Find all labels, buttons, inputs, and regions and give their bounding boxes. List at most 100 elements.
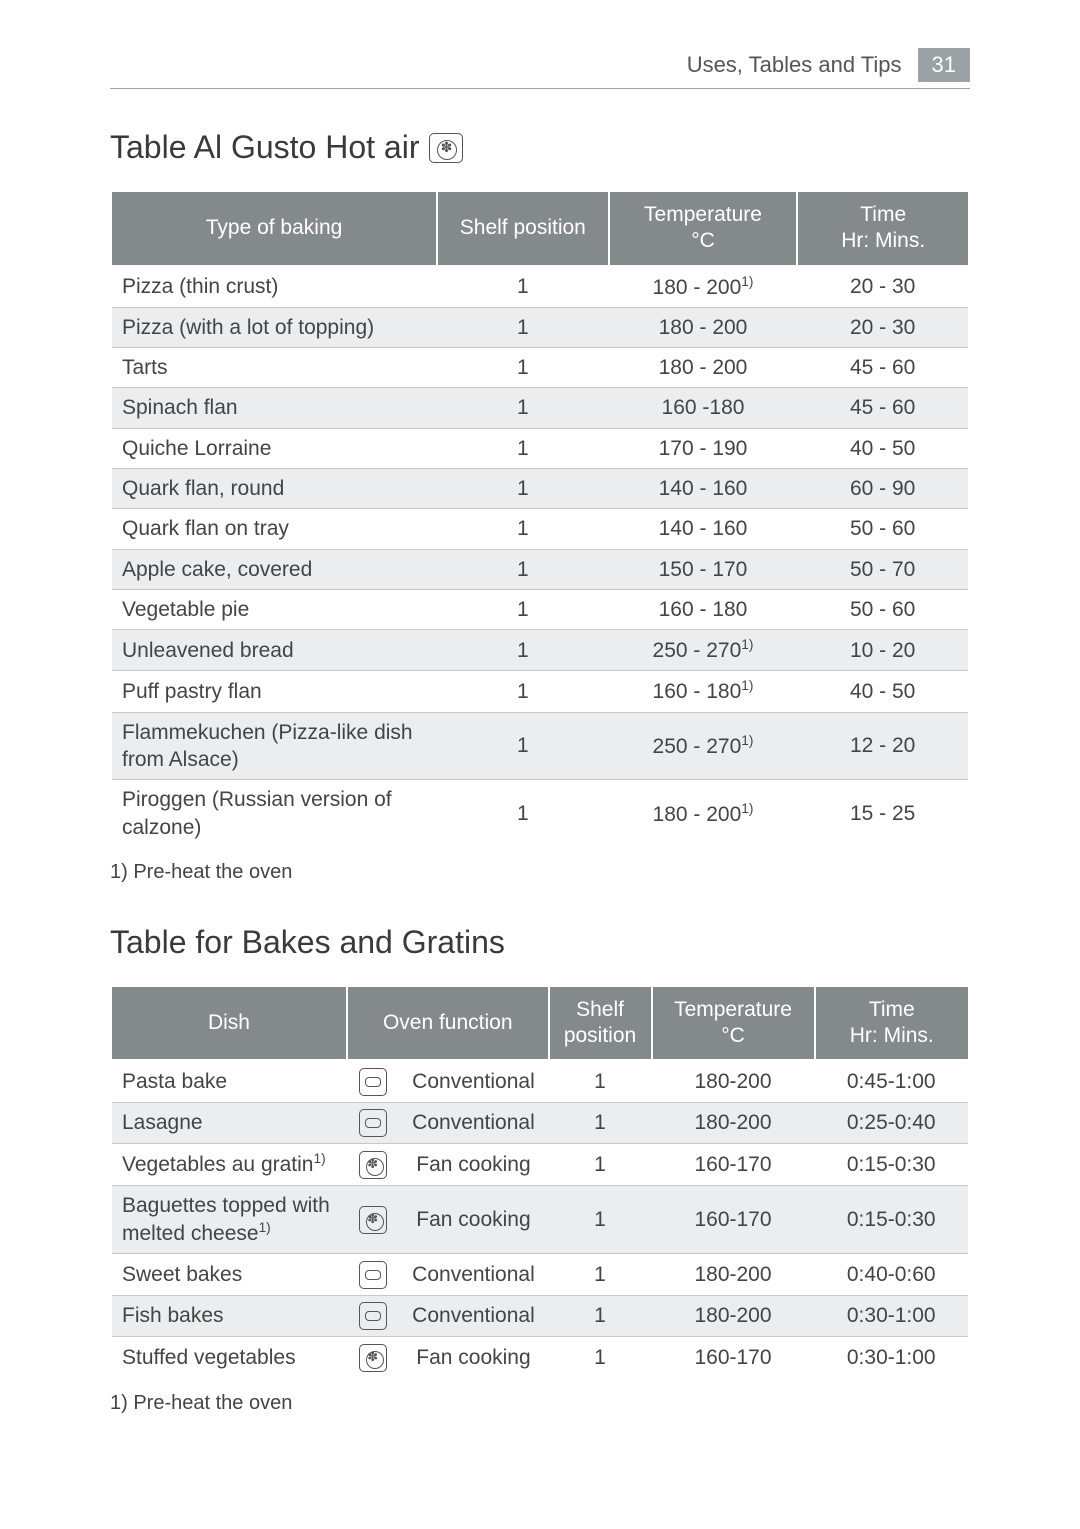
cell-time: 0:40-0:60 [815,1254,969,1295]
cell-dish: Quiche Lorraine [111,428,437,468]
table-row: Apple cake, covered1150 - 17050 - 70 [111,549,969,589]
col-temperature: Temperature °C [609,191,798,266]
cell-time: 45 - 60 [797,388,969,428]
cell-time: 12 - 20 [797,712,969,780]
cell-oven-icon [347,1102,398,1143]
table-a-header-row: Type of baking Shelf position Temperatur… [111,191,969,266]
cell-temp: 160 -180 [609,388,798,428]
cell-temp: 180-200 [652,1102,815,1143]
cell-shelf: 1 [549,1144,652,1185]
col-temperature-b: Temperature °C [652,986,815,1061]
fan-oven-icon [359,1151,387,1179]
cell-oven-icon [347,1254,398,1295]
table-a: Type of baking Shelf position Temperatur… [110,190,970,849]
conventional-oven-icon [359,1302,387,1330]
cell-temp: 170 - 190 [609,428,798,468]
cell-time: 50 - 70 [797,549,969,589]
cell-shelf: 1 [549,1254,652,1295]
table-row: Puff pastry flan1160 - 1801)40 - 50 [111,671,969,712]
conventional-oven-icon [359,1261,387,1289]
table-row: Baguettes topped with melted cheese1)Fan… [111,1185,969,1254]
table-b-header-row: Dish Oven function Shelf position Temper… [111,986,969,1061]
cell-temp: 160-170 [652,1185,815,1254]
table-b: Dish Oven function Shelf position Temper… [110,985,970,1380]
cell-dish: Sweet bakes [111,1254,347,1295]
cell-dish: Quark flan on tray [111,509,437,549]
cell-oven-icon [347,1185,398,1254]
col-time: Time Hr: Mins. [797,191,969,266]
table-row: LasagneConventional1180-2000:25-0:40 [111,1102,969,1143]
cell-temp: 150 - 170 [609,549,798,589]
cell-dish: Apple cake, covered [111,549,437,589]
cell-dish: Pizza (with a lot of topping) [111,307,437,347]
cell-temp: 160-170 [652,1337,815,1379]
table-row: Pizza (with a lot of topping)1180 - 2002… [111,307,969,347]
cell-shelf: 1 [549,1337,652,1379]
cell-time: 20 - 30 [797,307,969,347]
col-type-of-baking: Type of baking [111,191,437,266]
fan-oven-icon [359,1206,387,1234]
cell-dish: Spinach flan [111,388,437,428]
cell-temp: 180 - 200 [609,307,798,347]
table-b-title-text: Table for Bakes and Gratins [110,924,505,961]
cell-shelf: 1 [437,428,609,468]
cell-time: 15 - 25 [797,780,969,848]
table-row: Flammekuchen (Pizza-like dish from Alsac… [111,712,969,780]
cell-dish: Unleavened bread [111,630,437,671]
cell-temp: 180 - 200 [609,348,798,388]
cell-dish: Pasta bake [111,1060,347,1102]
cell-shelf: 1 [437,468,609,508]
cell-time: 0:30-1:00 [815,1337,969,1379]
cell-temp: 180 - 2001) [609,266,798,308]
cell-shelf: 1 [437,549,609,589]
page-root: Uses, Tables and Tips 31 Table Al Gusto … [0,0,1080,1515]
cell-dish: Baguettes topped with melted cheese1) [111,1185,347,1254]
cell-temp: 180-200 [652,1060,815,1102]
cell-shelf: 1 [437,307,609,347]
fan-oven-icon [359,1344,387,1372]
table-row: Vegetable pie1160 - 18050 - 60 [111,589,969,629]
cell-temp: 180 - 2001) [609,780,798,848]
cell-dish: Vegetables au gratin1) [111,1144,347,1185]
table-row: Sweet bakesConventional1180-2000:40-0:60 [111,1254,969,1295]
table-b-title: Table for Bakes and Gratins [110,924,970,961]
cell-dish: Lasagne [111,1102,347,1143]
cell-temp: 160 - 180 [609,589,798,629]
cell-temp: 140 - 160 [609,468,798,508]
cell-dish: Fish bakes [111,1295,347,1336]
cell-dish: Pizza (thin crust) [111,266,437,308]
cell-shelf: 1 [549,1060,652,1102]
table-a-title-text: Table Al Gusto Hot air [110,129,419,166]
table-row: Quark flan, round1140 - 16060 - 90 [111,468,969,508]
col-time-b: Time Hr: Mins. [815,986,969,1061]
cell-time: 0:15-0:30 [815,1185,969,1254]
table-b-footnote: 1) Pre-heat the oven [110,1392,970,1415]
table-row: Piroggen (Russian version of calzone)118… [111,780,969,848]
table-row: Quiche Lorraine1170 - 19040 - 50 [111,428,969,468]
cell-oven-icon [347,1295,398,1336]
cell-oven-icon [347,1144,398,1185]
table-row: Stuffed vegetablesFan cooking1160-1700:3… [111,1337,969,1379]
cell-oven-function: Fan cooking [398,1337,548,1379]
cell-time: 20 - 30 [797,266,969,308]
cell-dish: Tarts [111,348,437,388]
cell-shelf: 1 [437,630,609,671]
cell-shelf: 1 [437,712,609,780]
cell-shelf: 1 [437,589,609,629]
cell-oven-icon [347,1337,398,1379]
cell-oven-icon [347,1060,398,1102]
cell-time: 40 - 50 [797,671,969,712]
table-row: Vegetables au gratin1)Fan cooking1160-17… [111,1144,969,1185]
cell-shelf: 1 [437,509,609,549]
table-a-title: Table Al Gusto Hot air [110,129,970,166]
cell-time: 0:25-0:40 [815,1102,969,1143]
cell-shelf: 1 [437,266,609,308]
table-row: Fish bakesConventional1180-2000:30-1:00 [111,1295,969,1336]
cell-shelf: 1 [437,671,609,712]
cell-dish: Flammekuchen (Pizza-like dish from Alsac… [111,712,437,780]
table-a-footnote: 1) Pre-heat the oven [110,861,970,884]
cell-oven-function: Fan cooking [398,1144,548,1185]
fan-oven-icon [429,133,463,163]
col-shelf-position: Shelf position [437,191,609,266]
conventional-oven-icon [359,1109,387,1137]
